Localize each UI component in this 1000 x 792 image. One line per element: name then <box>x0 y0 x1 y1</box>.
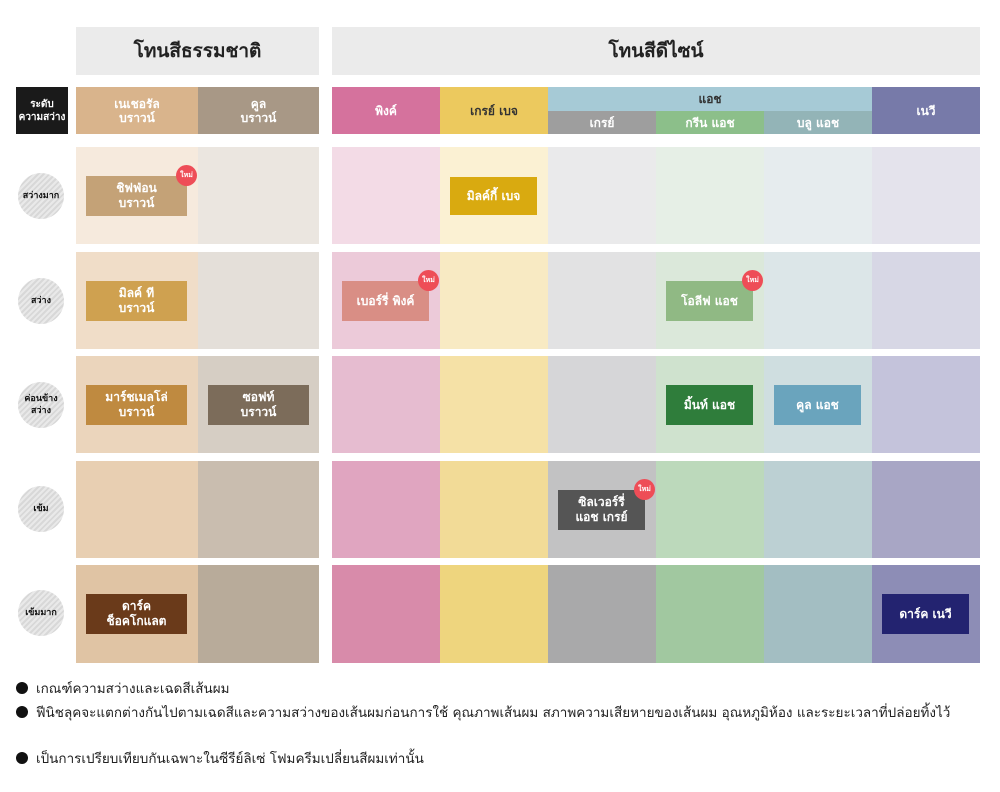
cell <box>548 356 656 453</box>
product-chiffon-brown[interactable]: ชิฟฟ่อน บราวน์ <box>86 176 187 216</box>
cell <box>872 461 980 558</box>
column-greige: เกรย์ เบจ <box>440 87 548 134</box>
cell <box>440 461 548 558</box>
product-blue-ash[interactable]: คูล แอช <box>774 385 861 425</box>
note-item: เกณฑ์ความสว่างและเฉดสีเส้นผม <box>16 678 976 700</box>
cell <box>332 565 440 663</box>
cell <box>548 147 656 244</box>
product-mint-ash[interactable]: มิ้นท์ แอช <box>666 385 753 425</box>
cell <box>764 461 872 558</box>
column-ash-blue: บลู แอช <box>764 111 872 134</box>
note-item: ฟีนิชลุคจะแตกต่างกันไปตามเฉดสีและความสว่… <box>16 702 976 724</box>
product-berry-pink[interactable]: เบอร์รี่ พิงค์ <box>342 281 429 321</box>
note-text: เกณฑ์ความสว่างและเฉดสีเส้นผม <box>36 681 230 697</box>
level-dark: เข้ม <box>18 486 64 532</box>
cell <box>198 252 319 349</box>
cell <box>332 147 440 244</box>
cell <box>198 147 319 244</box>
level-very-dark: เข้มมาก <box>18 590 64 636</box>
cell <box>332 461 440 558</box>
new-badge: ใหม่ <box>418 270 439 291</box>
natural-tones-header: โทนสีธรรมชาติ <box>76 27 319 75</box>
bullet-icon <box>16 682 28 694</box>
cell <box>548 252 656 349</box>
column-ash-group: แอช <box>548 87 872 111</box>
product-dark-chocolate[interactable]: ดาร์ค ช็อคโกแลต <box>86 594 187 634</box>
product-dark-navy[interactable]: ดาร์ค เนวี <box>882 594 969 634</box>
column-cool-brown: คูล บราวน์ <box>198 87 319 134</box>
brightness-level-header: ระดับ ความสว่าง <box>16 87 68 134</box>
column-ash-green: กรีน แอช <box>656 111 764 134</box>
product-soft-brown[interactable]: ซอฟท์ บราวน์ <box>208 385 309 425</box>
design-tones-header: โทนสีดีไซน์ <box>332 27 980 75</box>
column-natural-brown: เนเชอรัล บราวน์ <box>76 87 198 134</box>
cell <box>440 356 548 453</box>
new-badge: ใหม่ <box>742 270 763 291</box>
level-medium-light: ค่อนข้าง สว่าง <box>18 382 64 428</box>
cell <box>764 147 872 244</box>
level-light: สว่าง <box>18 278 64 324</box>
new-badge: ใหม่ <box>176 165 197 186</box>
product-marshmallow-brown[interactable]: มาร์ชเมลโล่ บราวน์ <box>86 385 187 425</box>
new-badge: ใหม่ <box>634 479 655 500</box>
product-milky-beige[interactable]: มิลค์กี้ เบจ <box>450 177 537 215</box>
cell <box>440 565 548 663</box>
product-silvery-ash-grey[interactable]: ซิลเวอร์รี่ แอช เกรย์ <box>558 490 645 530</box>
column-pink: พิงค์ <box>332 87 440 134</box>
column-navy: เนวี <box>872 87 980 134</box>
note-item: เป็นการเปรียบเทียบกันเฉพาะในซีรีย์ลิเซ่ … <box>16 748 976 770</box>
cell <box>764 565 872 663</box>
level-very-light: สว่างมาก <box>18 173 64 219</box>
product-olive-ash[interactable]: โอลีฟ แอช <box>666 281 753 321</box>
column-ash-grey: เกรย์ <box>548 111 656 134</box>
cell <box>198 461 319 558</box>
cell <box>440 252 548 349</box>
note-text: เป็นการเปรียบเทียบกันเฉพาะในซีรีย์ลิเซ่ … <box>36 751 424 767</box>
cell <box>198 565 319 663</box>
note-text: ฟีนิชลุคจะแตกต่างกันไปตามเฉดสีและความสว่… <box>36 705 951 721</box>
cell <box>656 147 764 244</box>
cell <box>872 356 980 453</box>
cell <box>76 461 198 558</box>
bullet-icon <box>16 706 28 718</box>
cell <box>548 565 656 663</box>
cell <box>872 147 980 244</box>
cell <box>332 356 440 453</box>
product-milk-tea-brown[interactable]: มิลค์ ที บราวน์ <box>86 281 187 321</box>
bullet-icon <box>16 752 28 764</box>
cell <box>764 252 872 349</box>
cell <box>872 252 980 349</box>
cell <box>656 461 764 558</box>
cell <box>656 565 764 663</box>
